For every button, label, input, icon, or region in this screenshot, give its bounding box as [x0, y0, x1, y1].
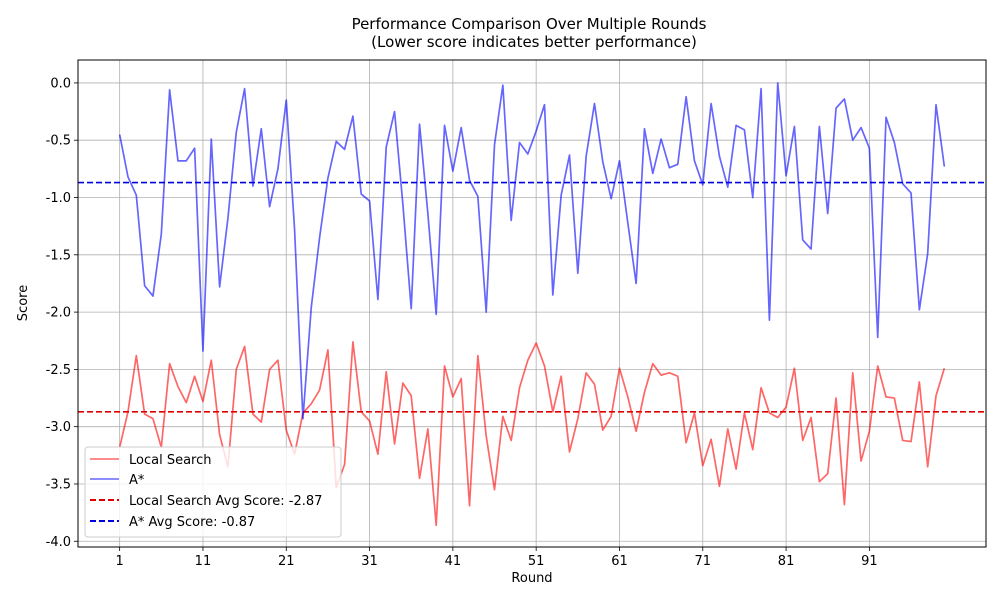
plot-frame: [77, 59, 987, 548]
y-tick-label: -1.0: [46, 191, 71, 206]
y-axis-ticks: 0.0 -0.5 -1.0 -1.5 -2.0 -2.5 -3.0 -3.5 -4.0: [46, 76, 78, 550]
y-tick-label: -2.5: [46, 363, 71, 378]
local-search-line: [118, 341, 946, 527]
legend-label-local-search: Local Search: [129, 453, 212, 468]
series-lines: [118, 82, 946, 527]
x-tick-label: 91: [861, 554, 878, 569]
legend-label-a-star: A*: [129, 473, 145, 488]
y-tick-label: -3.5: [46, 477, 71, 492]
x-tick-label: 61: [611, 554, 628, 569]
y-axis-label: Score: [16, 285, 31, 321]
x-axis-ticks: 1 11 21 31 41 51 61 71 81 91: [116, 547, 878, 569]
y-tick-label: -0.5: [46, 134, 71, 149]
x-tick-label: 41: [445, 554, 462, 569]
y-tick-label: 0.0: [50, 76, 71, 91]
x-tick-label: 31: [361, 554, 378, 569]
x-tick-label: 1: [116, 554, 124, 569]
x-tick-label: 21: [278, 554, 295, 569]
legend-label-a-star-avg: A* Avg Score: -0.87: [129, 515, 255, 530]
x-tick-label: 11: [195, 554, 212, 569]
y-tick-label: -1.5: [46, 248, 71, 263]
legend-label-local-search-avg: Local Search Avg Score: -2.87: [129, 494, 322, 509]
grid: [78, 60, 986, 547]
y-tick-label: -3.0: [46, 420, 71, 435]
chart-title: Performance Comparison Over Multiple Rou…: [352, 15, 707, 33]
chart-subtitle: (Lower score indicates better performanc…: [371, 33, 697, 51]
y-tick-label: -4.0: [46, 535, 71, 550]
x-tick-label: 81: [778, 554, 795, 569]
x-tick-label: 71: [694, 554, 711, 569]
x-tick-label: 51: [528, 554, 545, 569]
y-tick-label: -2.0: [46, 306, 71, 321]
legend-box: [84, 446, 342, 538]
a-star-line: [118, 82, 946, 420]
legend: Local Search A* Local Search Avg Score: …: [84, 446, 342, 538]
x-axis-label: Round: [511, 571, 552, 586]
